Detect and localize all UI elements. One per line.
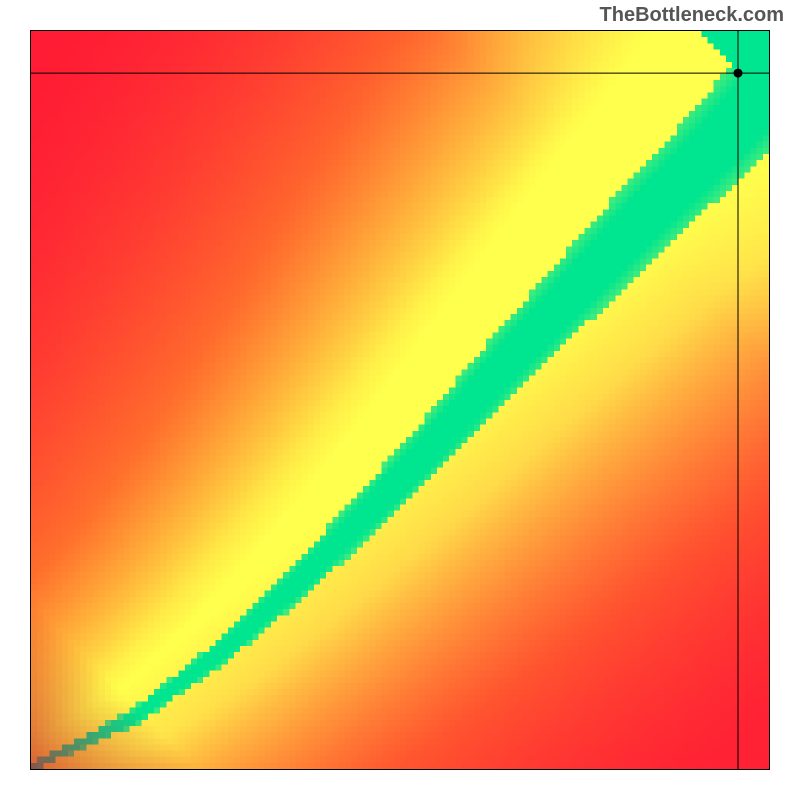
heatmap-plot [30,30,770,770]
heatmap-canvas [31,31,769,769]
watermark-text: TheBottleneck.com [600,4,784,27]
